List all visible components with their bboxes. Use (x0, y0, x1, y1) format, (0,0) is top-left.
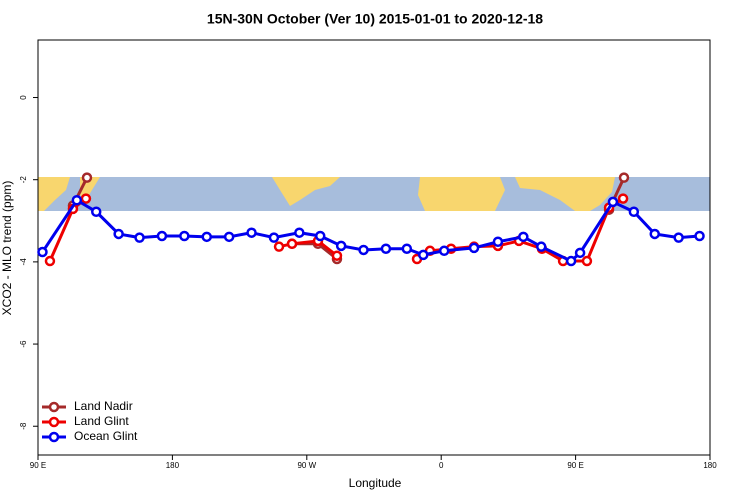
land-shape (272, 177, 340, 206)
x-tick-label: 90 W (297, 461, 316, 470)
y-tick-label: -8 (19, 422, 28, 430)
data-point (401, 243, 413, 254)
data-point (468, 242, 480, 254)
data-point (607, 196, 619, 208)
data-point (358, 244, 369, 256)
data-point (90, 206, 102, 218)
legend-label: Land Nadir (74, 399, 133, 413)
x-tick-label: 90 E (567, 461, 583, 470)
data-point (581, 255, 593, 267)
data-point (134, 232, 145, 243)
map-strip (38, 177, 710, 211)
x-tick-label: 0 (439, 461, 444, 470)
chart-title: 15N-30N October (Ver 10) 2015-01-01 to 2… (207, 11, 543, 27)
data-point (331, 250, 343, 261)
y-tick-label: -2 (19, 176, 28, 184)
legend-marker (48, 431, 60, 443)
data-point (294, 227, 305, 238)
data-point (574, 247, 586, 259)
data-point (565, 255, 577, 267)
data-point (673, 232, 684, 243)
series-line (278, 239, 338, 257)
data-point (335, 240, 347, 252)
data-point (156, 230, 168, 242)
land-shape (515, 177, 615, 211)
data-point (286, 238, 298, 250)
data-point (268, 232, 280, 243)
legend-marker (48, 401, 60, 413)
data-point (71, 194, 83, 206)
y-axis-label: XCO2 - MLO trend (ppm) (0, 181, 14, 316)
data-point (246, 227, 257, 238)
data-point (617, 193, 629, 204)
x-tick-label: 180 (166, 461, 180, 470)
plot-frame (37, 39, 711, 456)
data-point (80, 193, 92, 204)
legend-label: Ocean Glint (74, 429, 138, 443)
data-point (223, 231, 235, 243)
land-shape (418, 177, 505, 211)
data-point (201, 231, 212, 243)
y-tick-label: -6 (19, 340, 28, 348)
legend-marker (48, 416, 60, 428)
data-point (81, 172, 93, 183)
y-tick-label: -4 (19, 258, 28, 266)
data-point (438, 245, 450, 257)
data-point (179, 230, 190, 242)
data-point (418, 249, 429, 261)
x-axis-label: Longitude (349, 476, 402, 490)
data-point (536, 241, 547, 252)
data-point (113, 228, 124, 240)
land-shape (38, 177, 70, 211)
data-point (518, 231, 529, 243)
data-point (273, 241, 285, 252)
y-tick-label: 0 (19, 95, 28, 100)
data-point (618, 172, 630, 183)
data-point (314, 230, 326, 242)
data-point (37, 246, 48, 258)
x-tick-label: 180 (703, 461, 717, 470)
x-tick-label: 90 E (30, 461, 46, 470)
data-point (628, 206, 640, 218)
data-point (492, 236, 504, 247)
legend-label: Land Glint (74, 414, 129, 428)
data-point (694, 230, 705, 242)
data-point (649, 228, 660, 240)
data-point (44, 255, 56, 267)
data-point (380, 243, 392, 254)
